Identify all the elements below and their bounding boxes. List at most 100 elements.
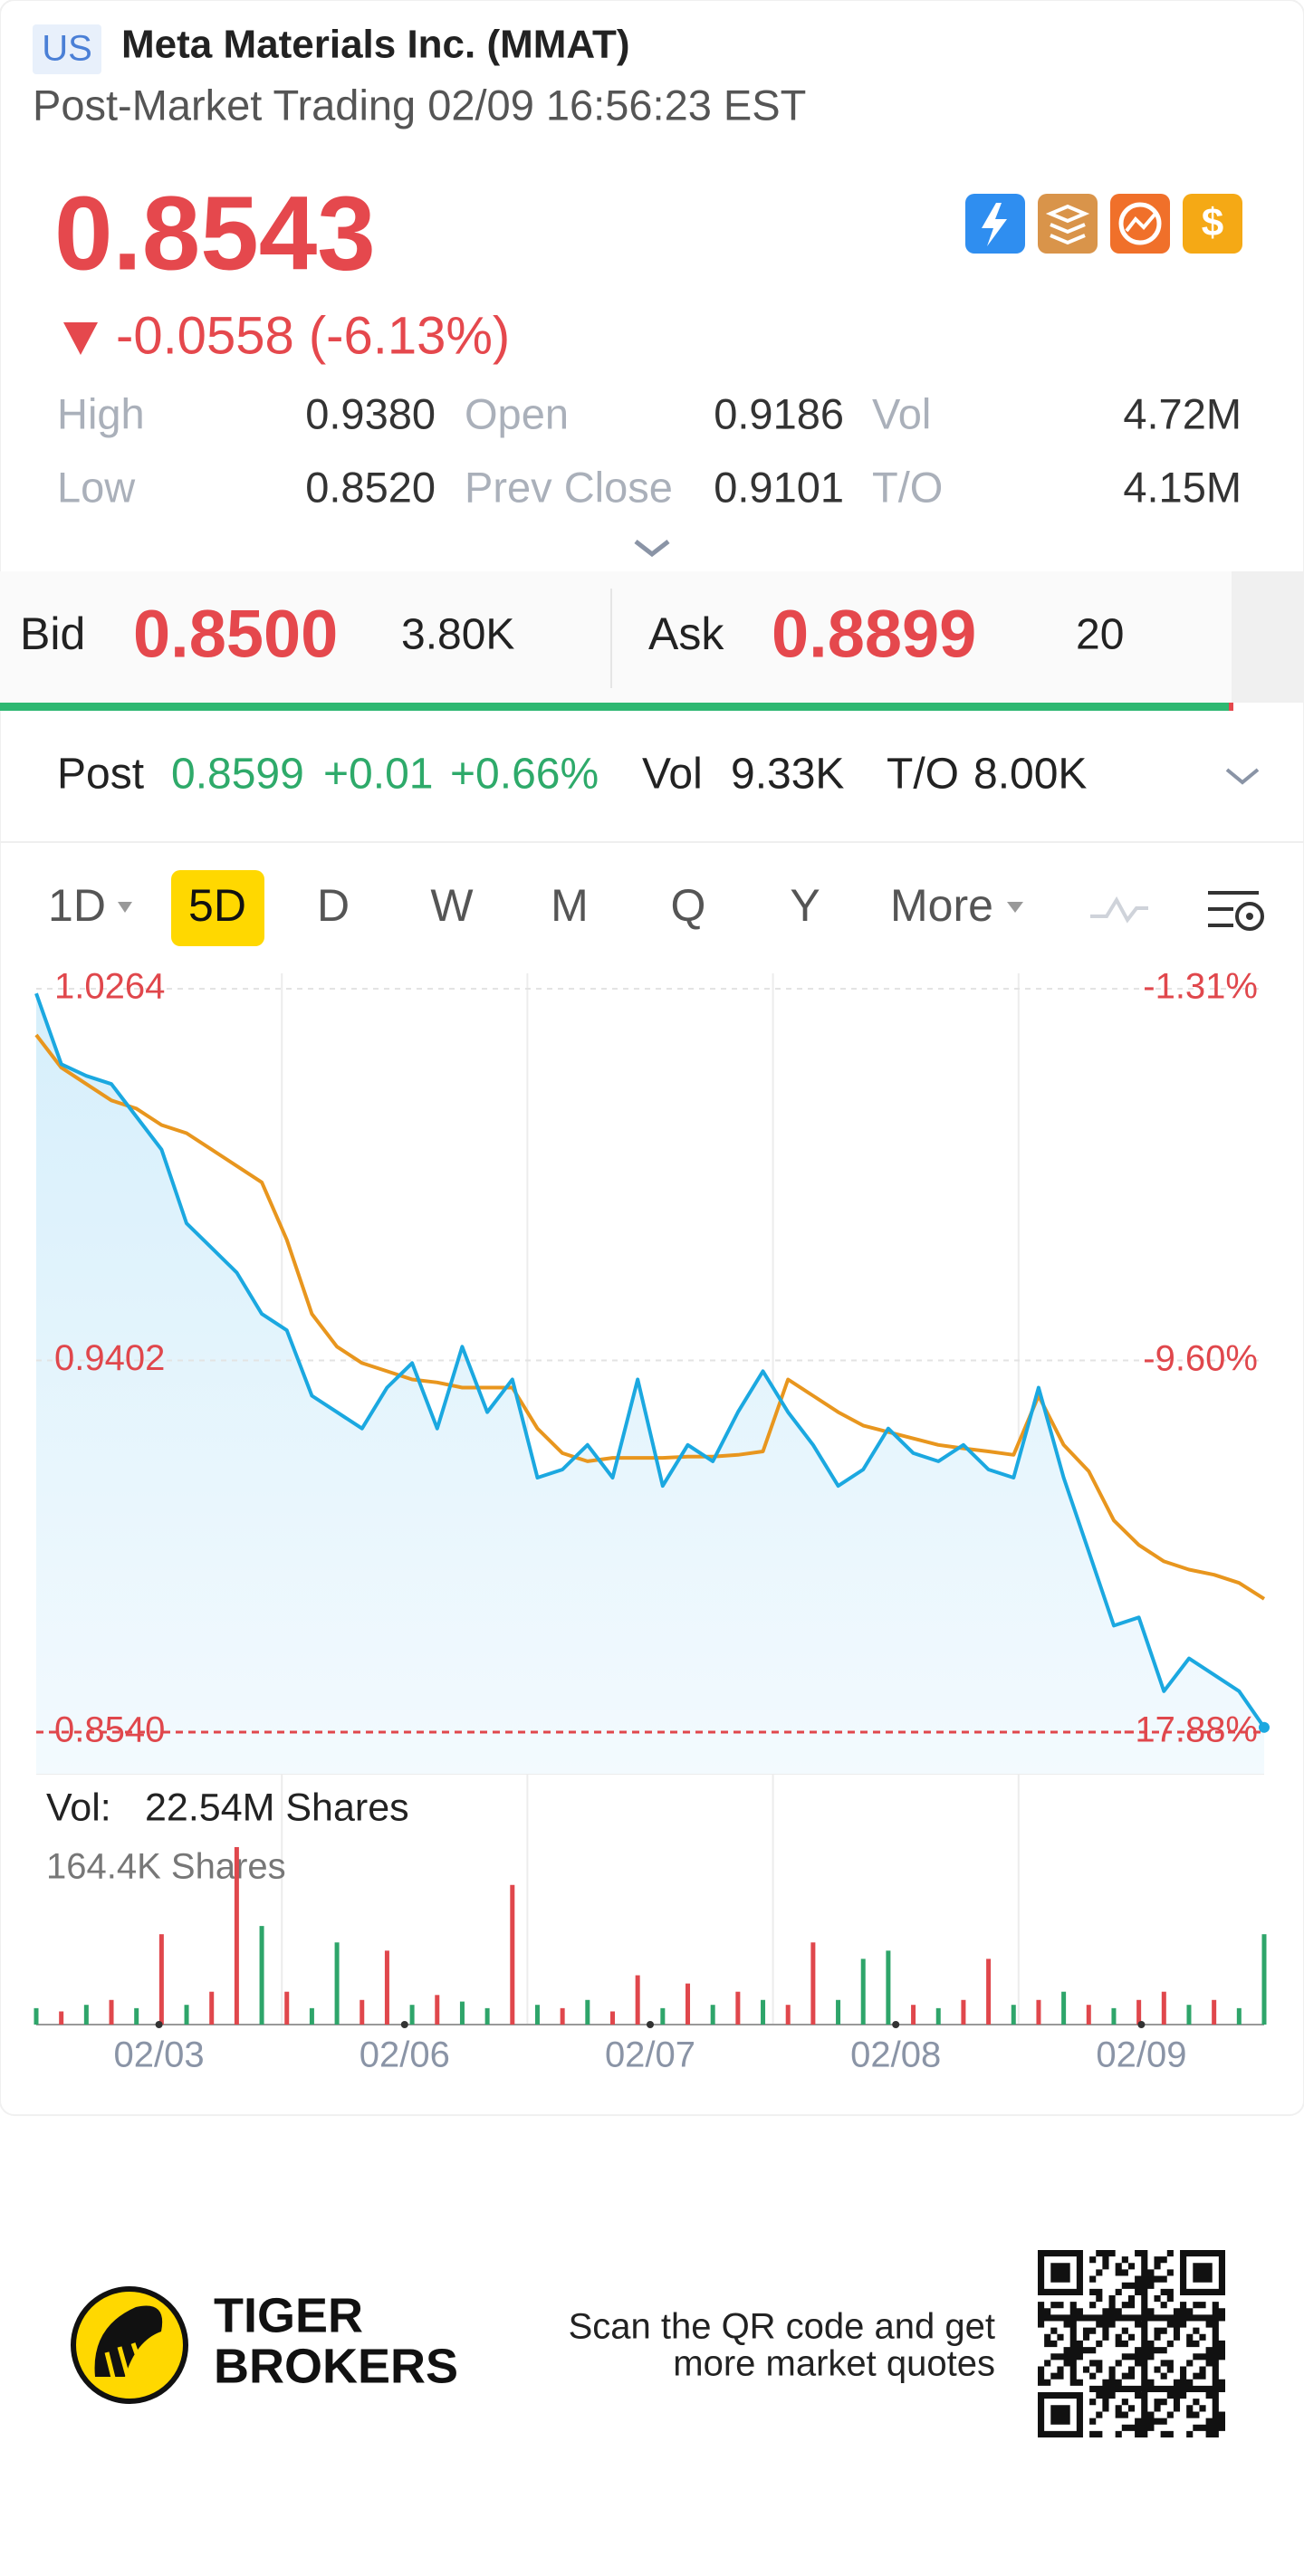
change: -0.0558 (-6.13%) [116, 306, 510, 365]
icon-glyph [1045, 204, 1090, 245]
x-tick-label: 02/09 [1096, 2035, 1186, 2075]
volume-bar [1061, 1991, 1067, 2025]
indicator-icon[interactable] [1090, 896, 1148, 924]
volume-bar [1011, 2005, 1016, 2025]
tab[interactable]: Q [671, 880, 706, 931]
post-to: 8.00K [973, 751, 1087, 799]
icon-glyph [1125, 213, 1156, 233]
active-tab-bg [171, 870, 264, 946]
volume-bar [886, 1950, 891, 2025]
x-tick-label: 02/08 [850, 2035, 941, 2075]
stat-value: 4.72M [1123, 389, 1242, 437]
settings-gear [1235, 902, 1264, 931]
day-marker [647, 2021, 654, 2028]
volume-bar [1136, 1999, 1142, 2025]
dropdown-caret [118, 902, 132, 913]
chart: 0.8540 0.9402 1.0264 -17.88% -9.60% -1.31% 164… [34, 967, 1270, 2075]
volume-bar [961, 1999, 966, 2025]
qr-code [1038, 2250, 1225, 2437]
bid-ask-panel [0, 571, 1304, 703]
ask-size: 20 [1076, 611, 1124, 659]
volume-bar [534, 2005, 540, 2025]
icon-glyph [982, 203, 1007, 246]
volume-bar [1111, 2007, 1117, 2025]
volume-bar [560, 2007, 565, 2025]
volume-bar [510, 1884, 515, 2025]
post-chevron[interactable] [1225, 768, 1260, 785]
ask-price: 0.8899 [772, 597, 976, 672]
volume-tick-label: 164.4K Shares [46, 1847, 286, 1887]
ask-bar [1229, 703, 1233, 711]
average-line [34, 1033, 1266, 1601]
tab[interactable]: Y [790, 880, 820, 931]
price: 0.8543 [54, 175, 376, 292]
volume-total: 22.54M Shares [145, 1786, 409, 1829]
stats: High 0.9380 Open 0.9186 Vol 4.72M Low 0.8520 Pre… [57, 389, 1242, 511]
x-tick-label: 02/06 [360, 2035, 450, 2075]
icon-glyph [1118, 202, 1162, 245]
ask-label: Ask [648, 608, 724, 659]
subtitle: Post-Market Trading 02/09 16:56:23 EST [33, 81, 806, 129]
expand-chevron[interactable] [634, 540, 670, 558]
volume-bar [83, 2005, 89, 2025]
tab[interactable]: 5D [188, 880, 246, 931]
tab[interactable]: More [890, 880, 993, 931]
volume-bar [1161, 1991, 1166, 2025]
volume-bar [609, 2011, 615, 2025]
bid-size: 3.80K [401, 611, 514, 659]
volume-bar [409, 2005, 415, 2025]
post-change: +0.01 [323, 751, 433, 799]
stat-value: 0.9101 [714, 463, 844, 511]
tab[interactable]: M [551, 880, 589, 931]
volume-bar [585, 1999, 590, 2025]
post-vol-label: Vol [642, 751, 703, 799]
tab[interactable]: 1D [48, 880, 106, 931]
volume-bar [459, 2001, 465, 2025]
dropdown-caret [1007, 902, 1023, 913]
stat-value: 0.9380 [305, 389, 436, 437]
volume-bar [660, 2007, 666, 2025]
stat-label: Prev Close [465, 463, 673, 511]
cta-line2: more market quotes [673, 2344, 995, 2384]
qr-modules [1038, 2250, 1225, 2437]
volume-bar [34, 2007, 39, 2025]
volume-bar [1212, 1999, 1217, 2025]
volume-label: Vol: [46, 1786, 111, 1829]
icon-dollar[interactable] [1183, 194, 1242, 254]
stat-label: High [57, 389, 145, 437]
x-tick-label: 02/03 [114, 2035, 205, 2075]
volume-bar [384, 1950, 389, 2025]
volume-bar [484, 2007, 490, 2025]
logo-stripes [104, 2342, 146, 2382]
tab[interactable]: W [430, 880, 474, 931]
y2-tick-label: -9.60% [1143, 1338, 1258, 1378]
volume-bar [309, 2007, 314, 2025]
volume-bar [134, 2007, 139, 2025]
down-arrow [63, 322, 98, 355]
volume-bar [986, 1958, 992, 2025]
settings-icon[interactable] [1208, 891, 1264, 931]
day-marker [155, 2021, 163, 2028]
bid-label: Bid [20, 608, 85, 659]
icon-glyph: $ [1202, 201, 1223, 245]
stat-value: 0.8520 [305, 463, 436, 511]
icon-layers[interactable] [1038, 194, 1098, 254]
day-marker [400, 2021, 408, 2028]
brand-line1: TIGER [214, 2288, 363, 2342]
volume-bar [810, 1942, 816, 2025]
post-price: 0.8599 [171, 751, 304, 799]
stat-value: 4.15M [1123, 463, 1242, 511]
tab[interactable]: D [317, 880, 350, 931]
volume-bar [911, 2005, 916, 2025]
y-tick-label: 0.9402 [54, 1338, 165, 1378]
tiger-logo [71, 2286, 188, 2404]
stat-label: T/O [872, 463, 943, 511]
stat-label: Low [57, 463, 136, 511]
volume-bar [234, 1847, 239, 2025]
volume-bar [209, 1991, 215, 2025]
post-to-label: T/O [887, 751, 959, 799]
volume-bar [435, 1995, 440, 2025]
day-marker [1137, 2021, 1146, 2028]
title: Meta Materials Inc. (MMAT) [121, 23, 629, 67]
